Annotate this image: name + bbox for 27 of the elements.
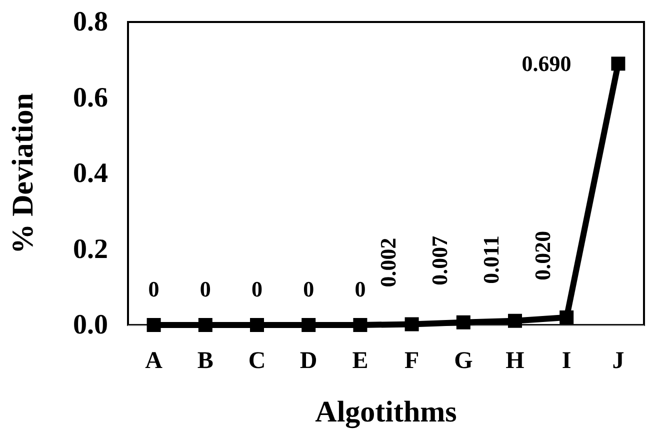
x-tick-label: F	[404, 348, 420, 374]
x-tick-label: B	[197, 348, 214, 374]
data-label: 0.020	[530, 230, 556, 280]
y-tick-label: 0.8	[73, 6, 108, 38]
x-tick-label: D	[300, 348, 318, 374]
x-tick-label: H	[506, 348, 525, 374]
data-label: 0.002	[375, 238, 400, 288]
y-tick-label: 0.0	[73, 310, 108, 340]
x-axis-title: Algotithms	[315, 396, 457, 428]
y-tick-label: 0.2	[73, 234, 108, 265]
x-tick-label: G	[454, 348, 474, 374]
y-tick-label: 0.4	[73, 158, 108, 189]
data-label: 0	[200, 276, 211, 302]
y-axis-title: % Deviation	[6, 92, 40, 254]
data-label: 0	[252, 276, 262, 302]
data-label: 0	[303, 276, 314, 302]
data-label: 0	[148, 276, 160, 302]
x-tick-label: I	[562, 348, 572, 374]
x-tick-label: C	[248, 348, 266, 374]
x-tick-label: A	[145, 348, 164, 374]
x-tick-label: E	[352, 348, 368, 374]
data-label: 0	[354, 276, 366, 302]
data-label: 0.011	[478, 236, 504, 284]
y-tick-label: 0.6	[73, 82, 108, 114]
data-label: 0.690	[522, 51, 572, 76]
data-label: 0.007	[426, 236, 452, 286]
x-tick-label: J	[612, 348, 624, 374]
